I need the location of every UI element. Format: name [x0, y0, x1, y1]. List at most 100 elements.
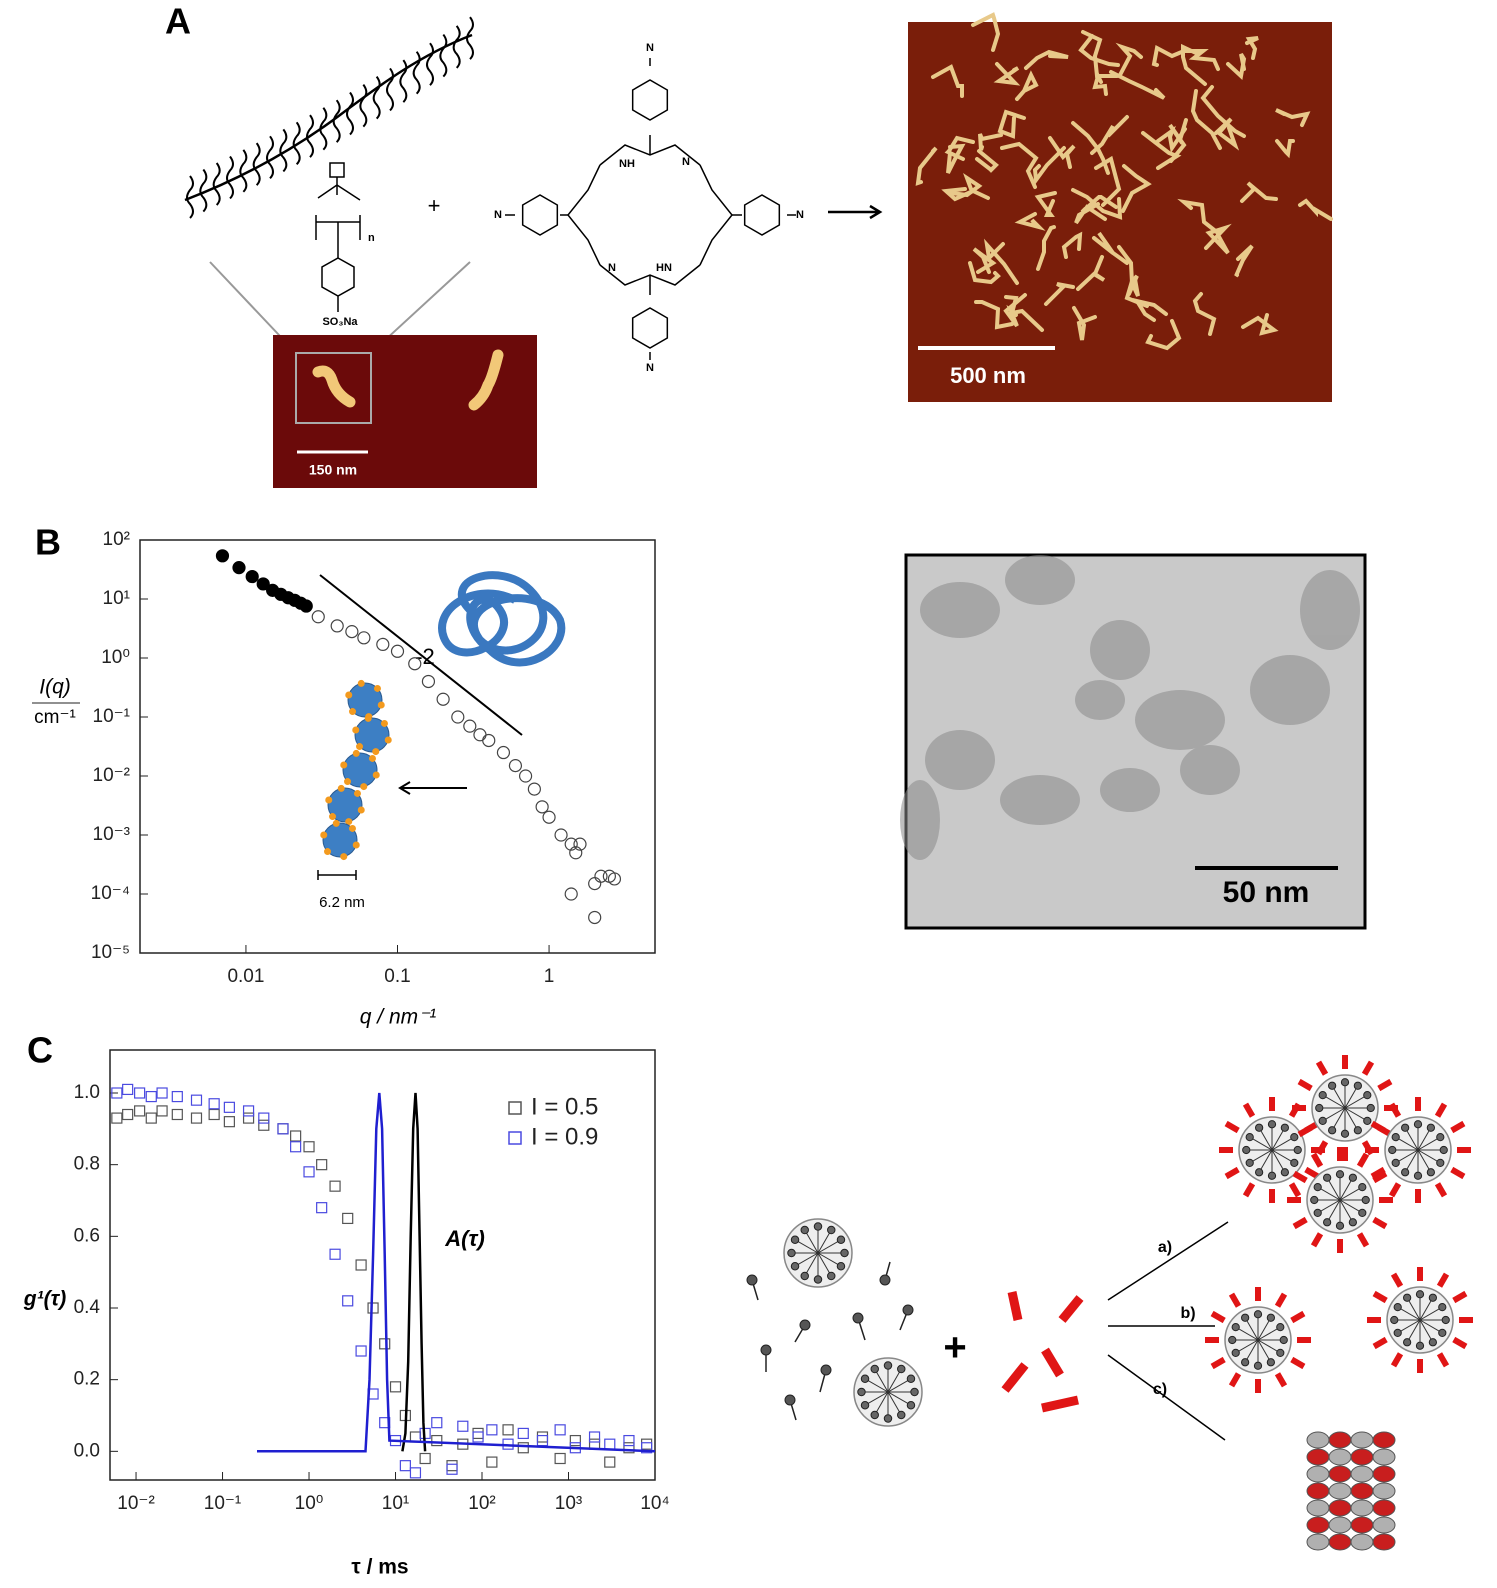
blob: [920, 582, 1000, 638]
fiber: [941, 187, 990, 202]
tail: [1419, 1307, 1441, 1321]
surfactant-head: [799, 1319, 811, 1331]
data-point: [258, 1119, 270, 1131]
head: [1280, 1123, 1289, 1132]
data-point: [277, 1123, 289, 1135]
x-tick-label: 1: [544, 966, 555, 987]
blob: [1180, 745, 1240, 795]
data-point: [245, 569, 259, 584]
dye: [1242, 1102, 1256, 1118]
data-point: [527, 782, 541, 796]
blob: [1100, 768, 1160, 812]
y-tick-label: 1.0: [74, 1082, 100, 1103]
repeat-index: n: [368, 232, 375, 244]
data-point: [431, 1434, 443, 1447]
tail: [805, 1252, 819, 1275]
data-point: [311, 610, 325, 624]
stack-unit: [1328, 1516, 1352, 1534]
legend-label: I = 0.5: [531, 1093, 598, 1120]
fiber: [1275, 139, 1295, 159]
data-point: [357, 631, 371, 645]
fiber: [983, 238, 1019, 285]
head: [1353, 1081, 1362, 1090]
route-label: c): [1153, 1381, 1167, 1398]
data-point: [215, 549, 230, 563]
surfactant-head: [784, 1394, 796, 1406]
data-point: [232, 561, 246, 575]
dye: [1436, 1352, 1450, 1368]
head: [1335, 1170, 1345, 1179]
side-chain: [399, 59, 408, 103]
blob: [1075, 680, 1125, 720]
dye: [1228, 1292, 1242, 1308]
side-chain: [266, 135, 274, 180]
tail: [796, 1240, 819, 1254]
fiber: [1298, 198, 1333, 221]
head: [1366, 1103, 1375, 1113]
data-point: [569, 846, 583, 860]
side-chain: [226, 155, 234, 200]
x-tick-label: 10⁻²: [117, 1493, 155, 1514]
head: [883, 1361, 893, 1370]
phenyl: [521, 194, 559, 236]
data-point: [290, 1141, 302, 1153]
head: [1242, 1145, 1251, 1155]
head: [1313, 1208, 1322, 1217]
head: [836, 1262, 846, 1271]
fiber: [1024, 49, 1069, 70]
head: [1361, 1195, 1370, 1205]
surfactant-head: [852, 1312, 864, 1324]
tail: [1339, 1199, 1361, 1213]
fiber: [1071, 121, 1110, 175]
dye: [1304, 1166, 1320, 1180]
head: [1415, 1290, 1425, 1299]
panel-label: C: [27, 1030, 53, 1071]
data-point: [604, 1438, 616, 1450]
y-tick-label: 0.6: [74, 1225, 100, 1246]
monomer: [315, 162, 361, 312]
bead-dot: [360, 783, 368, 791]
fiber: [1182, 49, 1220, 71]
head: [1318, 1091, 1327, 1100]
data-point: [472, 1431, 484, 1443]
fiber: [1192, 292, 1217, 336]
dye: [1224, 1120, 1240, 1134]
x-tick-label: 10³: [555, 1493, 582, 1514]
head: [1245, 1133, 1254, 1142]
legend-marker: [508, 1131, 522, 1145]
data-point: [641, 1438, 653, 1450]
fiber: [1072, 306, 1097, 341]
data-point: [472, 1427, 484, 1440]
dye: [1434, 1102, 1448, 1118]
data-point: [408, 657, 422, 671]
dye: [1390, 1272, 1404, 1288]
surfactant-head: [760, 1344, 772, 1356]
tail: [887, 1370, 901, 1393]
side-chain: [359, 84, 368, 128]
data-point: [508, 759, 523, 773]
pyrrole-label: N: [608, 262, 616, 274]
tail: [875, 1391, 889, 1414]
junction: [329, 162, 345, 178]
dye: [1450, 1166, 1466, 1180]
data-point: [564, 887, 578, 901]
y-tick-label: 10⁰: [101, 647, 130, 668]
tail: [1271, 1137, 1293, 1151]
dye: [1372, 1336, 1388, 1350]
fiber: [997, 109, 1026, 139]
data-point: [303, 1166, 315, 1178]
stack-unit: [1372, 1448, 1396, 1466]
head: [1439, 1145, 1448, 1155]
data-point: [604, 1456, 616, 1468]
bead-dot: [353, 789, 361, 797]
fiber: [1000, 141, 1039, 189]
repeat-unit: [315, 177, 361, 258]
data-point: [641, 1442, 653, 1454]
fiber: [993, 62, 1021, 86]
worm: [468, 349, 504, 411]
data-point: [446, 1460, 458, 1472]
phenyl: [631, 307, 669, 349]
head: [906, 1374, 916, 1383]
stack-unit: [1350, 1499, 1374, 1517]
